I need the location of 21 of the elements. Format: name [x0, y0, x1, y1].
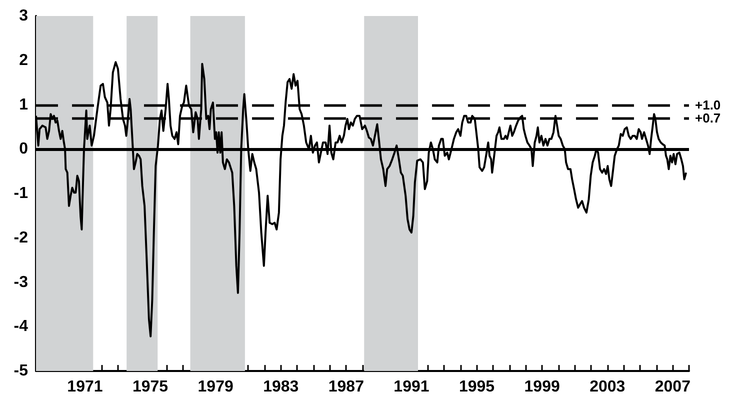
y-tick-label: 2: [19, 52, 28, 69]
x-tick-label: 1995: [458, 378, 495, 396]
ref-line-label: +0.7: [695, 110, 721, 126]
x-tick-label: 1971: [67, 378, 103, 396]
y-tick-label: -5: [14, 362, 28, 380]
x-tick-label: 1987: [328, 378, 364, 396]
x-tick-label: 1983: [263, 378, 299, 396]
x-tick-label: 1975: [132, 378, 168, 396]
ref-line-label: +1.0: [695, 97, 721, 112]
y-tick-label: -4: [14, 318, 28, 336]
x-tick-label: 2003: [590, 378, 626, 396]
x-tick-label: 2007: [654, 378, 691, 396]
y-tick-label: 0: [19, 140, 28, 158]
x-tick-label: 1979: [198, 378, 234, 396]
y-tick-label: 3: [19, 8, 28, 24]
x-tick-label: 1991: [394, 378, 430, 396]
y-tick-label: -3: [14, 274, 28, 291]
y-tick-label: -2: [14, 229, 28, 246]
y-tick-label: -1: [14, 185, 28, 202]
y-tick-label: 1: [19, 96, 28, 114]
x-tick-label: 1999: [524, 378, 560, 396]
